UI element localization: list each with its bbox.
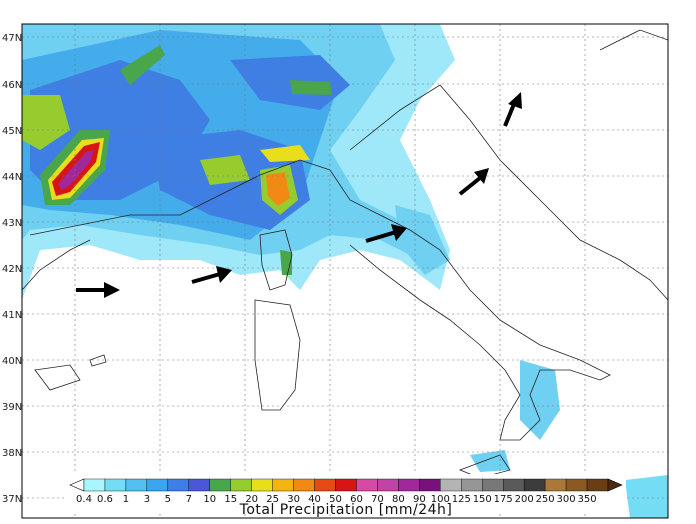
colorbar-swatch [209, 478, 231, 492]
lat-label-40n: 40N [2, 356, 22, 367]
colorbar-max-triangle [607, 478, 623, 492]
colorbar-level-label: 250 [536, 494, 555, 505]
colorbar-swatch [398, 478, 420, 492]
colorbar-level-label: 7 [186, 494, 192, 505]
colorbar-level-label: 0.6 [97, 494, 113, 505]
precipitation-field [22, 24, 668, 518]
lat-label-43n: 43N [2, 218, 22, 229]
lat-label-37n: 37N [2, 494, 22, 505]
colorbar-level-label: 15 [224, 494, 237, 505]
colorbar-level-label: 50 [329, 494, 342, 505]
colorbar-swatches [83, 478, 609, 492]
colorbar-level-label: 80 [392, 494, 405, 505]
colorbar-level-label: 350 [577, 494, 596, 505]
graticule [22, 24, 668, 518]
coastlines [22, 29, 668, 479]
lat-label-42n: 42N [2, 264, 22, 275]
colorbar-level-label: 1 [123, 494, 129, 505]
colorbar-swatch [335, 478, 357, 492]
colorbar-level-label: 150 [473, 494, 492, 505]
colorbar-swatch [377, 478, 399, 492]
lat-label-41n: 41N [2, 310, 22, 321]
arrow-3 [365, 224, 407, 243]
colorbar-swatch [251, 478, 273, 492]
lat-label-46n: 46N [2, 80, 22, 91]
colorbar-level-label: 300 [557, 494, 576, 505]
lat-label-39n: 39N [2, 402, 22, 413]
colorbar-swatch [565, 478, 588, 492]
colorbar-level-label: 0.4 [76, 494, 92, 505]
colorbar-swatch [314, 478, 336, 492]
arrow-1 [76, 282, 120, 298]
colorbar-level-label: 70 [371, 494, 384, 505]
colorbar-level-label: 125 [452, 494, 471, 505]
colorbar-level-label: 90 [413, 494, 426, 505]
colorbar-swatch [356, 478, 378, 492]
colorbar-swatch [523, 478, 546, 492]
colorbar: 0.4 0.6 1 3 5 7 10 15 20 25 30 40 50 60 70 80 90 100 125 15… [66, 474, 626, 518]
lat-labels: 47N 46N 45N 44N 43N 42N 41N 40N 39N 38N … [2, 33, 22, 505]
colorbar-swatch [272, 478, 294, 492]
colorbar-swatch [586, 478, 609, 492]
colorbar-level-label: 5 [165, 494, 171, 505]
colorbar-swatch [146, 478, 169, 492]
lat-label-45n: 45N [2, 126, 22, 137]
colorbar-title: Total Precipitation [mm/24h] [239, 502, 453, 518]
colorbar-swatch [104, 478, 127, 492]
colorbar-level-label: 25 [266, 494, 279, 505]
lat-label-47n: 47N [2, 33, 22, 44]
colorbar-swatch [440, 478, 462, 492]
lat-label-44n: 44N [2, 172, 22, 183]
colorbar-swatch [167, 478, 189, 492]
colorbar-level-label: 30 [287, 494, 300, 505]
colorbar-level-label: 175 [494, 494, 513, 505]
colorbar-level-label: 40 [308, 494, 321, 505]
colorbar-level-label: 100 [431, 494, 450, 505]
colorbar-level-label: 60 [350, 494, 363, 505]
colorbar-labels: 0.4 0.6 1 3 5 7 10 15 20 25 30 40 50 60 70 80 90 100 125 15… [76, 494, 597, 505]
colorbar-swatch [188, 478, 210, 492]
colorbar-swatch [544, 478, 567, 492]
lat-label-38n: 38N [2, 448, 22, 459]
colorbar-swatch [83, 478, 106, 492]
arrow-4 [458, 168, 489, 196]
arrow-2 [191, 266, 232, 284]
wind-arrows [76, 92, 522, 298]
colorbar-level-label: 200 [515, 494, 534, 505]
colorbar-swatch [461, 478, 483, 492]
colorbar-swatch [230, 478, 252, 492]
colorbar-level-label: 20 [245, 494, 258, 505]
colorbar-swatch [503, 478, 525, 492]
arrow-5 [503, 92, 522, 127]
colorbar-level-label: 3 [144, 494, 150, 505]
colorbar-level-label: 10 [203, 494, 216, 505]
colorbar-swatch [482, 478, 504, 492]
colorbar-swatch [125, 478, 148, 492]
colorbar-swatch [419, 478, 441, 492]
colorbar-swatch [293, 478, 315, 492]
